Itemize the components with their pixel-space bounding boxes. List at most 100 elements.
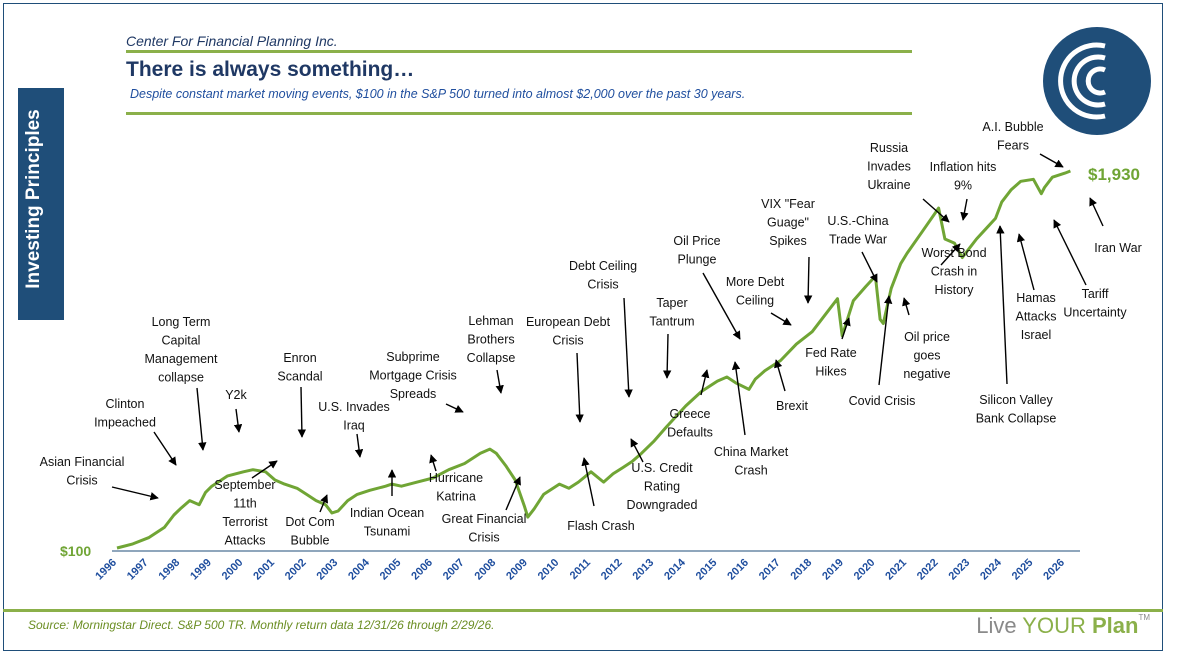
annotation-arrow	[623, 297, 633, 398]
annotation-arrow	[153, 431, 177, 466]
annotation-arrow	[996, 225, 1008, 385]
annotation-arrow	[630, 438, 644, 463]
x-tick-label: 2009	[504, 557, 530, 583]
annotation-label: Hurricane Katrina	[429, 471, 483, 504]
x-tick-label: 2013	[631, 557, 657, 583]
annotation-label: China Market Crash	[714, 445, 789, 478]
annotation-label: Y2k	[225, 388, 247, 402]
annotation-arrow	[251, 460, 278, 479]
x-tick-label: 2008	[473, 557, 499, 583]
annotation-label: More Debt Ceiling	[726, 275, 785, 308]
annotation-label: U.S. Credit Rating Downgraded	[627, 461, 698, 512]
annotation-arrow	[196, 387, 207, 451]
x-tick-label: 1998	[157, 557, 183, 583]
annotation-arrow	[297, 386, 307, 438]
annotation-label: Oil price goes negative	[903, 330, 950, 381]
annotation-arrow	[731, 361, 746, 436]
annotation-arrow	[1039, 153, 1064, 168]
x-tick-label: 2000	[220, 557, 246, 583]
annotation-label: Worst Bond Crash in History	[921, 246, 986, 297]
annotation-arrow	[575, 352, 584, 423]
page-title: There is always something…	[126, 58, 415, 81]
annotation-label: A.I. Bubble Fears	[982, 120, 1043, 153]
x-tick-label: 2001	[251, 557, 277, 583]
annotation-label: VIX "Fear Guage" Spikes	[761, 197, 815, 248]
annotation-label: Silicon Valley Bank Collapse	[976, 393, 1057, 426]
annotation-arrow	[662, 333, 672, 379]
annotation-label: Hamas Attacks Israel	[1016, 291, 1057, 342]
annotation-arrow	[960, 198, 969, 221]
x-tick-label: 2017	[757, 557, 783, 583]
x-tick-label: 2025	[1010, 557, 1036, 583]
x-tick-label: 2006	[409, 557, 435, 583]
annotation-label: Tariff Uncertainty	[1063, 287, 1127, 320]
annotation-arrow	[233, 408, 243, 433]
x-tick-label: 2005	[378, 557, 404, 583]
annotation-arrow	[354, 433, 364, 458]
annotation-arrow	[702, 272, 741, 340]
end-value-label: $1,930	[1088, 165, 1140, 184]
annotation-arrow	[495, 369, 504, 394]
annotation-label: Brexit	[776, 399, 808, 413]
annotation-label: Long Term Capital Management collapse	[145, 315, 218, 385]
annotation-arrow	[111, 486, 159, 501]
annotation-arrow	[581, 457, 595, 507]
x-tick-label: 1996	[93, 557, 119, 583]
x-tick-label: 2015	[694, 557, 720, 583]
x-tick-label: 2019	[820, 557, 846, 583]
annotation-label: Russia Invades Ukraine	[867, 141, 911, 192]
x-tick-label: 2010	[536, 557, 562, 583]
annotation-label: U.S.-China Trade War	[827, 214, 888, 247]
annotation-label: Taper Tantrum	[649, 296, 694, 329]
header-rule-bottom	[126, 112, 912, 115]
annotation-arrow	[878, 295, 893, 386]
annotation-label: Subprime Mortgage Crisis Spreads	[369, 350, 457, 401]
annotation-arrow	[922, 198, 950, 223]
annotation-label: Flash Crash	[567, 519, 634, 533]
annotation-arrow	[861, 251, 878, 283]
sidebar-panel	[18, 88, 64, 320]
x-tick-label: 1999	[188, 557, 214, 583]
annotation-arrow	[841, 317, 851, 340]
annotation-arrow	[1016, 233, 1035, 291]
annotation-label: Indian Ocean Tsunami	[350, 506, 424, 539]
annotation-label: Oil Price Plunge	[673, 234, 720, 267]
brand-prefix: Live	[976, 613, 1023, 638]
x-tick-label: 2020	[852, 557, 878, 583]
x-tick-label: 2014	[662, 556, 688, 582]
logo-arcs-icon	[1058, 42, 1106, 120]
x-tick-label: 2024	[978, 556, 1004, 582]
x-tick-label: 2021	[883, 557, 909, 583]
x-tick-label: 2022	[915, 557, 941, 583]
x-tick-label: 2004	[346, 556, 372, 582]
annotation-arrow	[1053, 219, 1087, 286]
annotation-label: Great Financial Crisis	[442, 512, 527, 545]
header-rule-top	[126, 50, 912, 53]
x-tick-label: 2007	[441, 557, 467, 583]
annotation-arrow	[902, 297, 911, 316]
annotation-arrow	[700, 369, 710, 396]
annotation-arrow	[445, 403, 464, 413]
annotation-label: Iran War	[1094, 241, 1141, 255]
company-logo	[1043, 27, 1151, 135]
page-subtitle: Despite constant market moving events, $…	[130, 87, 746, 101]
annotation-arrow	[1089, 197, 1104, 227]
annotation-label: Lehman Brothers Collapse	[467, 314, 516, 365]
start-value-label: $100	[60, 543, 91, 559]
annotation-arrow	[505, 476, 521, 511]
annotation-label: Clinton Impeached	[94, 397, 156, 430]
annotation-label: Dot Com Bubble	[285, 515, 334, 548]
x-tick-label: 2026	[1041, 557, 1067, 583]
annotation-label: Enron Scandal	[277, 351, 322, 384]
org-name: Center For Financial Planning Inc.	[126, 33, 338, 49]
annotation-label: September 11th Terrorist Attacks	[214, 478, 275, 548]
chart-frame	[3, 3, 1163, 651]
brand-mark: TM	[1138, 613, 1150, 622]
annotation-arrow	[770, 312, 792, 326]
annotation-label: Covid Crisis	[849, 394, 916, 408]
annotation-arrow	[774, 359, 786, 392]
annotation-label: U.S. Invades Iraq	[318, 400, 390, 433]
brand-logo: Live YOUR PlanTM	[976, 613, 1150, 639]
x-tick-label: 1997	[125, 557, 151, 583]
